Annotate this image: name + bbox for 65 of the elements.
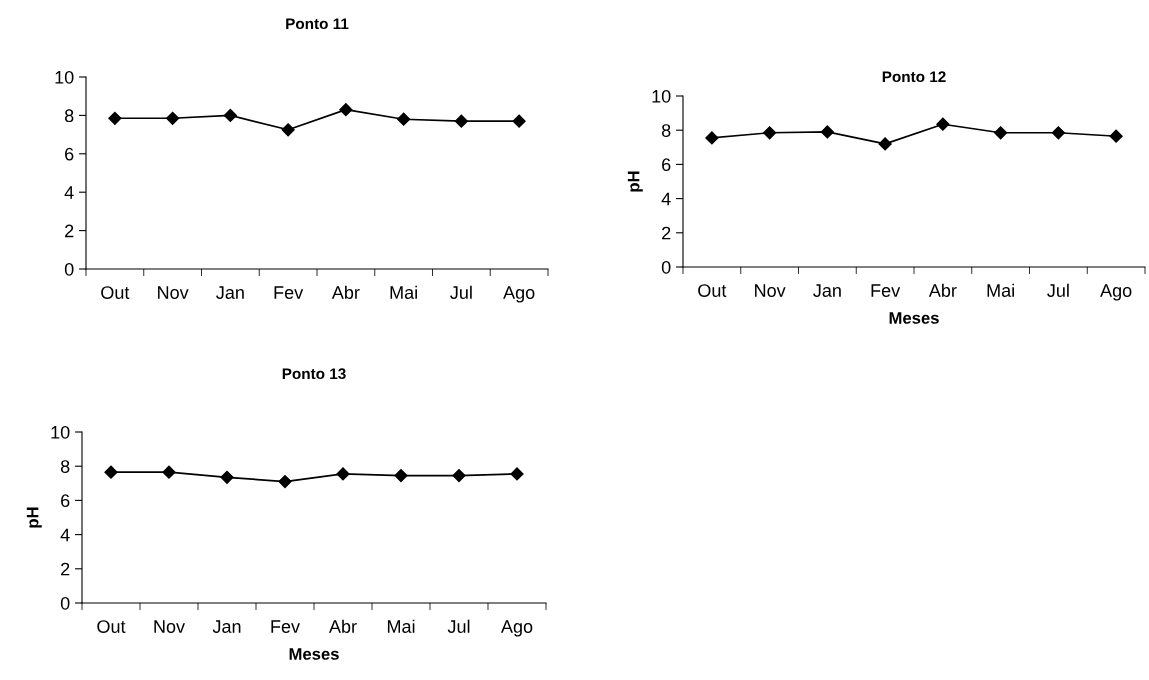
x-tick-label: Jul xyxy=(1047,283,1069,297)
x-tick-label: Out xyxy=(698,284,727,297)
x-tick-label: Jul xyxy=(447,619,470,633)
y-tick-label: 0 xyxy=(64,262,74,276)
x-tick-label: Jan xyxy=(216,286,244,299)
y-tick-label: 0 xyxy=(60,596,70,610)
x-tick-label: Nov xyxy=(755,284,786,297)
x-tick-label: Mai xyxy=(987,283,1014,297)
y-tick-label: 8 xyxy=(661,124,671,137)
x-tick-label: Ago xyxy=(1100,284,1132,301)
x-tick-label: Nov xyxy=(158,286,189,299)
point xyxy=(339,103,353,117)
x-tick-label: Ago xyxy=(503,286,535,303)
point xyxy=(936,117,950,131)
y-tick-label: 10 xyxy=(51,425,70,439)
chart-title: Ponto 13 xyxy=(282,368,346,380)
x-tick-label: Fev xyxy=(871,284,901,297)
y-tick-label: 2 xyxy=(61,562,70,576)
point xyxy=(166,111,180,125)
y-tick-label: 4 xyxy=(64,186,74,199)
x-tick-label: Fev xyxy=(271,620,300,633)
chart-title: Ponto 11 xyxy=(286,18,349,30)
y-tick-label: 8 xyxy=(60,460,70,473)
point xyxy=(454,114,468,128)
y-tick-label: 2 xyxy=(65,224,74,238)
y-tick-label: 4 xyxy=(661,192,671,206)
y-tick-label: 6 xyxy=(65,147,74,161)
x-tick-label: Fev xyxy=(274,286,304,299)
point xyxy=(763,126,777,140)
chart-title: Ponto 12 xyxy=(882,71,946,83)
point xyxy=(878,137,892,151)
y-tick-label: 0 xyxy=(661,260,671,274)
y-tick-label: 8 xyxy=(64,109,74,123)
point xyxy=(1051,126,1065,140)
x-tick-label: Abr xyxy=(328,619,357,633)
y-tick-label: 10 xyxy=(55,70,74,84)
x-tick-label: Jul xyxy=(450,285,472,299)
x-tick-label: Mai xyxy=(387,619,415,633)
point xyxy=(705,131,719,145)
point xyxy=(281,123,295,137)
y-axis-title: pH xyxy=(26,507,42,528)
point xyxy=(512,114,526,128)
x-tick-label: Jan xyxy=(212,620,241,633)
y-tick-label: 2 xyxy=(662,226,671,240)
y-tick-label: 10 xyxy=(652,89,671,103)
x-tick-label: Out xyxy=(97,620,126,633)
y-tick-label: 6 xyxy=(61,494,70,508)
y-tick-label: 6 xyxy=(662,158,671,172)
point xyxy=(1109,129,1123,143)
x-tick-label: Jan xyxy=(813,284,841,297)
point xyxy=(397,112,411,126)
x-tick-label: Abr xyxy=(331,285,360,299)
x-tick-label: Out xyxy=(101,286,130,299)
x-tick-label: Abr xyxy=(928,283,957,297)
point xyxy=(223,108,237,122)
x-axis-title: Meses xyxy=(289,648,339,660)
x-axis-title: Meses xyxy=(889,312,939,324)
x-tick-label: Ago xyxy=(500,620,533,637)
x-tick-label: Nov xyxy=(154,620,185,633)
x-tick-label: Mai xyxy=(390,285,417,299)
point xyxy=(108,111,122,125)
point xyxy=(994,126,1008,140)
y-axis-title: pH xyxy=(627,171,643,192)
point xyxy=(820,125,834,139)
y-tick-label: 4 xyxy=(60,528,70,542)
